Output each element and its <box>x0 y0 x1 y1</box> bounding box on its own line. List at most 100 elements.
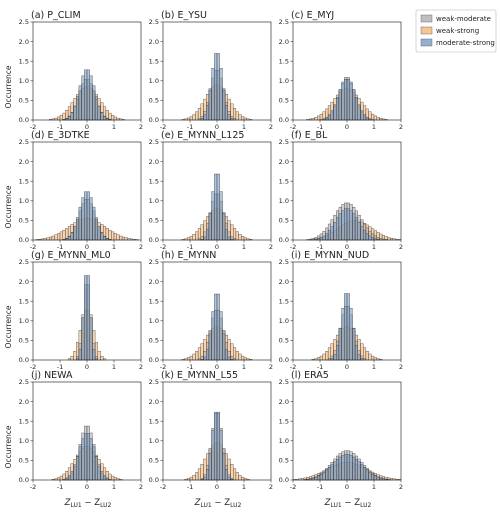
y-tick-label: 1.0 <box>279 77 289 85</box>
hist-bar <box>357 461 361 481</box>
hist-bar <box>189 476 193 481</box>
y-tick-label: 0.0 <box>149 356 159 364</box>
hist-bar <box>325 469 329 481</box>
hist-bar <box>81 75 85 121</box>
panel-title: (i) E_MYNN_NUD <box>291 250 369 261</box>
hist-bar <box>238 114 242 121</box>
hist-bar <box>97 226 101 241</box>
hist-bar <box>241 355 245 361</box>
y-tick-label: 2.5 <box>19 378 29 386</box>
xlabel-col-2: ZLU1 − ZLU2 <box>194 498 242 509</box>
y-tick-label: 2.5 <box>149 378 159 386</box>
hist-bar <box>371 113 375 121</box>
x-tick-label: -1 <box>317 243 323 251</box>
y-tick-label: 2.0 <box>149 278 159 286</box>
x-tick-label: 2 <box>269 363 273 371</box>
x-tick-label: 0 <box>215 483 219 491</box>
hist-bar <box>97 351 101 361</box>
y-tick-label: 1.5 <box>19 417 29 425</box>
hist-bar <box>197 107 201 121</box>
hist-bar <box>219 191 223 241</box>
legend: weak-moderate weak-strong moderate-stron… <box>415 9 497 53</box>
hist-bar <box>51 235 55 241</box>
x-tick-label: -2 <box>30 123 36 131</box>
hist-bar <box>373 357 377 361</box>
hist-bar <box>233 228 237 241</box>
hist-bar <box>322 472 326 481</box>
hist-bar <box>341 210 345 241</box>
x-tick-label: -2 <box>30 483 36 491</box>
hist-bar <box>349 82 353 121</box>
hist-bar <box>81 438 85 481</box>
hist-bar <box>195 472 199 481</box>
hist-bar <box>319 474 323 481</box>
hist-bar <box>360 464 364 481</box>
y-tick-label: 0.5 <box>279 217 289 225</box>
x-tick-label: 0 <box>85 363 89 371</box>
hist-bar <box>336 459 340 481</box>
xlabel-col-3: ZLU1 − ZLU2 <box>324 498 372 509</box>
hist-bar <box>241 116 245 121</box>
hist-bar <box>336 344 340 361</box>
y-tick-label: 1.5 <box>19 177 29 185</box>
hist-bar <box>319 237 323 241</box>
y-tick-label: 0.5 <box>279 457 289 465</box>
hist-bar <box>97 105 101 121</box>
hist-bar <box>222 333 226 361</box>
panel-e-mynn-l55: -2 -1 0 1 2 0.0 0.5 1.0 1.5 2.0 2.5(k) E_MYNN_L55 <box>149 370 273 491</box>
hist-bar <box>67 475 71 481</box>
hist-bar <box>368 235 372 241</box>
hist-bar <box>70 471 74 481</box>
hist-bar <box>70 112 74 121</box>
x-tick-label: 0 <box>215 243 219 251</box>
y-tick-label: 0.5 <box>149 337 159 345</box>
hist-bar <box>238 475 242 481</box>
y-tick-label: 1.5 <box>149 57 159 65</box>
y-tick-label: 0.0 <box>19 116 29 124</box>
hist-bar <box>119 235 123 241</box>
x-tick-label: 2 <box>399 363 403 371</box>
hist-bar <box>100 356 104 361</box>
hist-bar <box>94 96 98 121</box>
hist-bar <box>224 469 228 481</box>
x-tick-label: 2 <box>269 243 273 251</box>
hist-bar <box>57 233 61 241</box>
hist-bar <box>70 232 74 241</box>
hist-bar <box>376 117 380 121</box>
y-tick-label: 2.5 <box>279 18 289 26</box>
y-tick-label: 1.0 <box>19 437 29 445</box>
hist-bar <box>81 317 85 361</box>
hist-bar <box>54 234 58 241</box>
y-tick-label: 0.5 <box>149 97 159 105</box>
hist-bar <box>208 88 212 121</box>
hist-bar <box>238 353 242 361</box>
hist-bar <box>235 472 239 481</box>
hist-bar <box>330 226 334 241</box>
hist-bar <box>365 351 369 361</box>
legend-label-weak-moderate: weak-moderate <box>436 15 491 23</box>
hist-bar <box>211 68 215 121</box>
hist-bar <box>235 351 239 361</box>
hist-bar <box>113 477 117 481</box>
hist-bar <box>189 116 193 121</box>
hist-bar <box>325 233 329 241</box>
hist-bar <box>227 114 231 121</box>
x-tick-label: 2 <box>269 483 273 491</box>
y-tick-label: 1.0 <box>19 317 29 325</box>
hist-bar <box>233 107 237 121</box>
hist-bar <box>89 197 93 241</box>
x-tick-label: -1 <box>317 483 323 491</box>
hist-bar <box>214 411 218 481</box>
hist-bar <box>233 347 237 361</box>
x-tick-label: 2 <box>399 243 403 251</box>
hist-bar <box>363 230 367 241</box>
hist-bar <box>62 112 66 121</box>
hist-bar <box>354 459 358 481</box>
y-tick-label: 0.0 <box>149 116 159 124</box>
hist-bar <box>121 236 125 241</box>
hist-bar <box>103 475 107 481</box>
y-tick-label: 1.0 <box>149 197 159 205</box>
hist-bar <box>341 82 345 121</box>
y-tick-label: 2.0 <box>279 38 289 46</box>
panel-era5: -2 -1 0 1 2 0.0 0.5 1.0 1.5 2.0 2.5(l) ERA5 <box>279 370 403 491</box>
